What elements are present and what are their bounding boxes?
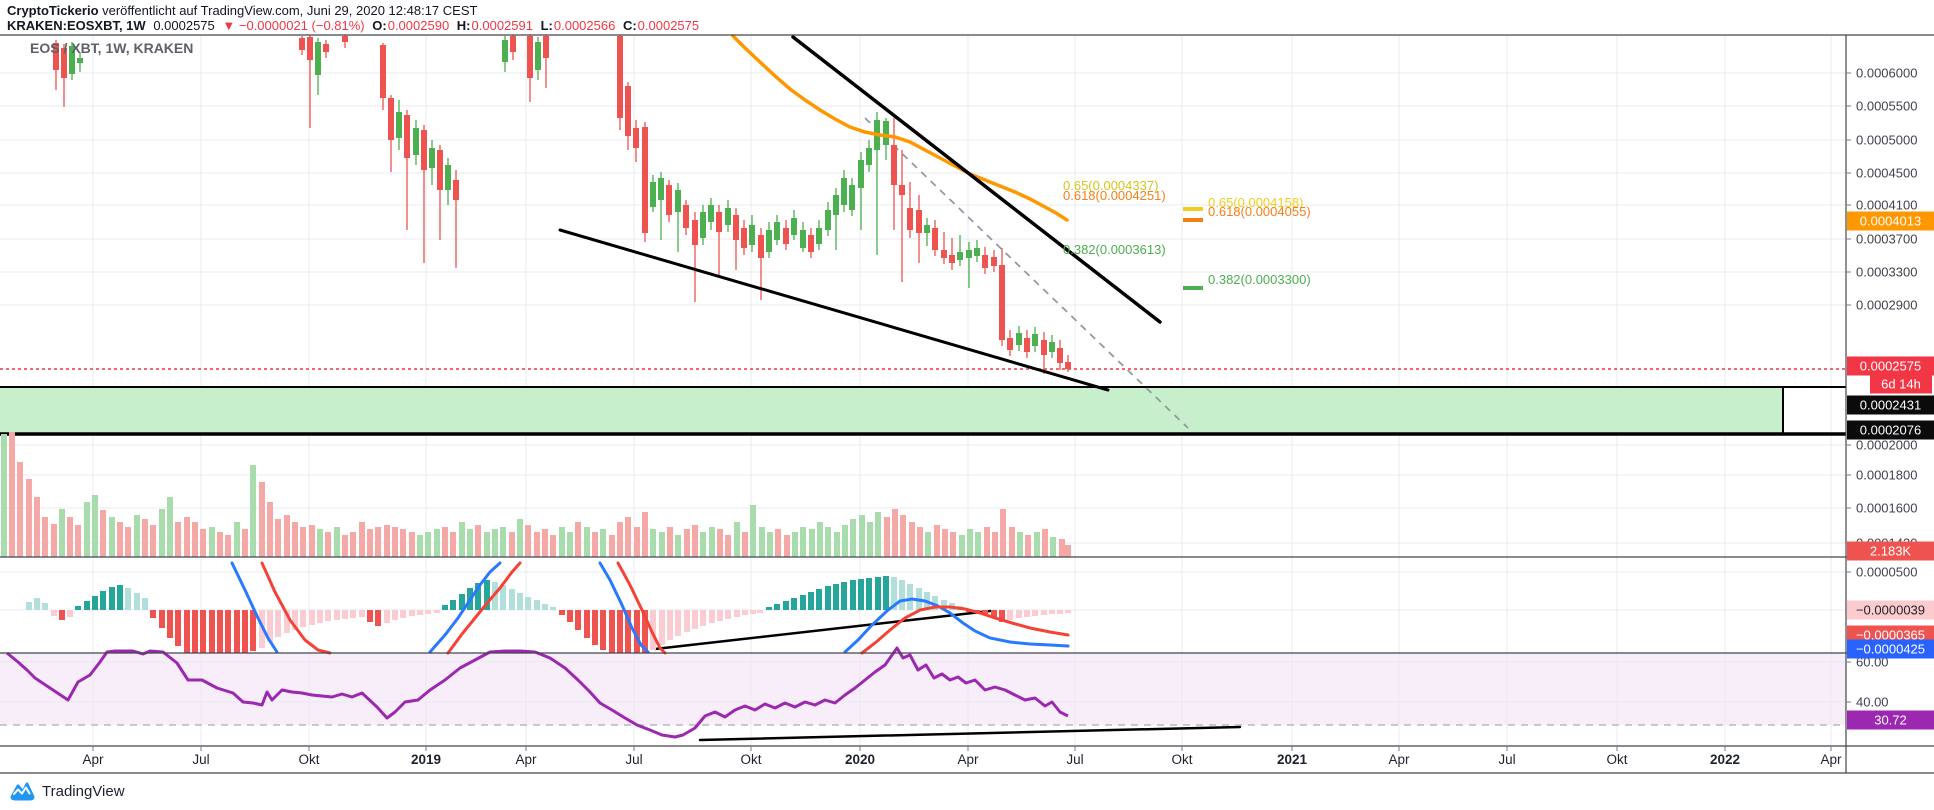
trendlines[interactable] (558, 35, 1242, 742)
pane-borders (0, 34, 1934, 774)
price-change: ▼ −0.0000021 (−0.81%) (222, 18, 365, 33)
axis-badge (1847, 211, 1934, 231)
low-label: L: (540, 18, 553, 33)
axis-badge-label: 0.0004013 (1860, 214, 1921, 229)
axis-badge-label: 0.0002076 (1860, 423, 1921, 438)
close-label: C: (622, 18, 637, 33)
axis-badge (1847, 600, 1934, 620)
tradingview-icon (10, 782, 35, 801)
axis-badge-label: 30.72 (1874, 713, 1907, 728)
axis-badge-label: 0.0002575 (1860, 359, 1921, 374)
time-tick-label: Okt (740, 752, 761, 767)
publisher-name: CryptoTickerio (7, 3, 99, 18)
price-tick-label: 0.0003300 (1856, 265, 1917, 280)
support-zone (0, 386, 1846, 436)
time-axis[interactable]: Apr Jul Okt 2019 Apr Jul Okt 2020 Apr Jul Okt 2021 A… (82, 746, 1842, 767)
volume-histogram (1, 432, 1071, 557)
time-tick-label: 2022 (1710, 752, 1740, 767)
price-tick-label: 0.0001800 (1856, 468, 1917, 483)
time-tick-label: Apr (957, 752, 979, 767)
symbol-title: KRAKEN:EOSXBT, 1W (7, 18, 146, 33)
rsi-band (0, 653, 1846, 725)
time-tick-label: Jul (1498, 752, 1515, 767)
price-tick-label: 0.0005000 (1856, 133, 1917, 148)
macd-line (843, 597, 1070, 654)
time-tick-label: Apr (82, 752, 104, 767)
time-tick-label: 2021 (1277, 752, 1308, 767)
last-price: 0.0002575 (153, 18, 215, 33)
svg-text:0.382(0.0003300): 0.382(0.0003300) (1208, 272, 1311, 287)
price-tick-label: 0.0001600 (1856, 501, 1917, 516)
rsi-line (6, 646, 1069, 739)
time-tick-label: 2019 (411, 752, 441, 767)
low-value: 0.0002566 (553, 18, 616, 33)
axis-badge-label: −0.0000425 (1856, 642, 1925, 657)
price-axis[interactable]: 0.0006000 0.0005500 0.0005000 0.0004500 0.00… (1846, 66, 1934, 730)
price-tick-label: 0.0000500 (1856, 565, 1917, 580)
time-tick-label: 2020 (845, 752, 875, 767)
axis-badge-label: −0.0000039 (1856, 603, 1925, 618)
price-tick-label: 0.0002000 (1856, 438, 1917, 453)
price-tick-label: 0.0004100 (1856, 198, 1917, 213)
macd-signal-line (446, 561, 522, 655)
macd-line (428, 561, 502, 654)
axis-badge (1847, 541, 1934, 561)
time-tick-label: Jul (192, 752, 209, 767)
axis-badge-label: 0.0002431 (1860, 398, 1921, 413)
axis-badge (1847, 395, 1934, 415)
rsi-pane (0, 646, 1846, 739)
publish-line: CryptoTickerio veröffentlicht auf Tradin… (7, 3, 703, 18)
macd-signal-line (860, 605, 1070, 655)
axis-badge-label: −0.0000365 (1856, 628, 1925, 643)
symbol-line: KRAKEN:EOSXBT, 1W 0.0002575 ▼ −0.0000021… (7, 18, 703, 33)
publish-info: veröffentlicht auf TradingView.com, Juni… (98, 3, 478, 18)
macd-signal-line (260, 561, 332, 655)
time-tick-label: Apr (1820, 752, 1842, 767)
time-tick-label: Apr (515, 752, 537, 767)
price-tick-label: 40.00 (1856, 695, 1889, 710)
axis-badge (1870, 374, 1932, 394)
axis-badge (1847, 356, 1934, 376)
header: CryptoTickerio veröffentlicht auf Tradin… (7, 3, 703, 33)
macd-signal-line (616, 561, 667, 655)
macd-line (598, 561, 650, 654)
price-tick-label: 0.0003700 (1856, 232, 1917, 247)
tradingview-logo-text: TradingView (42, 782, 125, 800)
axis-badge (1847, 710, 1934, 730)
open-label: O: (372, 18, 387, 33)
svg-text:0.618(0.0004055): 0.618(0.0004055) (1208, 204, 1311, 219)
svg-text:0.382(0.0003613): 0.382(0.0003613) (1063, 242, 1166, 257)
open-value: 0.0002590 (387, 18, 450, 33)
price-tick-label: 0.0004500 (1856, 166, 1917, 181)
time-tick-label: Okt (298, 752, 319, 767)
price-tick-label: 0.0002900 (1856, 298, 1917, 313)
svg-text:0.65(0.0004337): 0.65(0.0004337) (1063, 178, 1158, 193)
axis-badge (1847, 420, 1934, 440)
time-tick-label: Okt (1171, 752, 1192, 767)
price-tick-label: 0.0005500 (1856, 99, 1917, 114)
time-tick-label: Jul (1066, 752, 1083, 767)
axis-badge-label: 2.183K (1870, 544, 1912, 559)
axis-badge-label: 6d 14h (1881, 377, 1921, 392)
macd-pane (26, 561, 1071, 655)
time-tick-label: Okt (1606, 752, 1627, 767)
svg-text:0.618(0.0004251): 0.618(0.0004251) (1063, 188, 1166, 203)
ma-line[interactable] (731, 34, 1069, 222)
dashed-trendline[interactable] (864, 117, 1189, 429)
high-value: 0.0002591 (471, 18, 533, 33)
close-value: 0.0002575 (637, 18, 700, 33)
time-tick-label: Jul (625, 752, 642, 767)
candlesticks (53, 35, 1071, 374)
svg-text:0.65(0.0004158): 0.65(0.0004158) (1208, 195, 1303, 210)
time-tick-label: Apr (1388, 752, 1410, 767)
chart-legend: EOS / XBT, 1W, KRAKEN (30, 40, 194, 56)
fib-retracement-labels: 0.65(0.0004337)0.618(0.0004251) 0.382(0.0… (1063, 178, 1311, 290)
price-tick-label: 0.0006000 (1856, 66, 1917, 81)
axis-badge (1847, 639, 1934, 659)
tradingview-logo[interactable]: TradingView (9, 780, 125, 802)
macd-line (230, 561, 279, 654)
high-label: H: (456, 18, 471, 33)
